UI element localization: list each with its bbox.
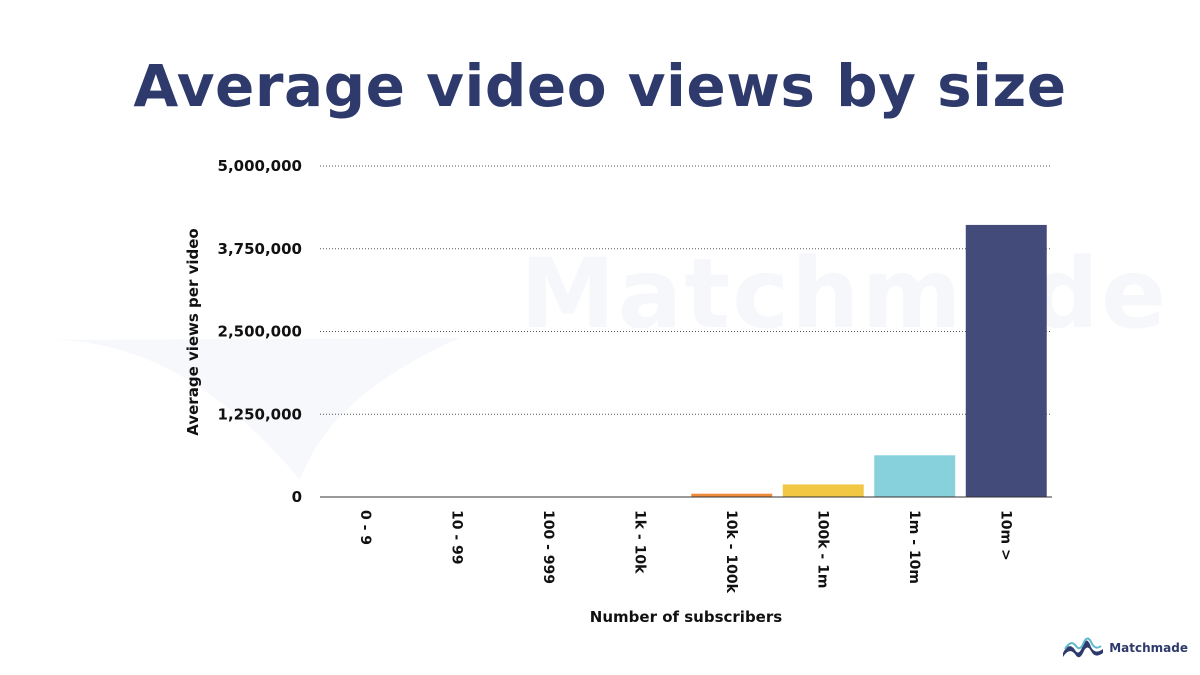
- y-tick-label: 1,250,000: [218, 405, 302, 423]
- chart-title: Average video views by size: [133, 52, 1067, 120]
- brand-logo: Matchmade: [1063, 635, 1188, 661]
- bar-7: [874, 455, 956, 497]
- matchmade-logo-icon: [1063, 637, 1104, 658]
- x-tick-label: 1m - 10m: [906, 510, 922, 584]
- bar-6: [782, 484, 864, 497]
- x-tick-label: 0 - 9: [357, 510, 373, 545]
- y-axis-label: Average views per video: [184, 228, 202, 435]
- bar-5: [691, 493, 773, 497]
- y-tick-label: 5,000,000: [218, 157, 302, 175]
- bar-8: [965, 224, 1047, 497]
- y-tick-label: 3,750,000: [218, 240, 302, 258]
- x-tick-label: 100 - 999: [540, 510, 556, 584]
- x-tick-label: 10m >: [997, 510, 1013, 561]
- y-tick-label: 2,500,000: [218, 323, 302, 341]
- x-tick-label: 1k - 10k: [631, 510, 647, 574]
- y-tick-label: 0: [292, 488, 302, 506]
- x-tick-label: 100k - 1m: [814, 510, 830, 588]
- brand-name: Matchmade: [1109, 641, 1188, 655]
- watermark-shape: [40, 338, 460, 480]
- watermark-text: Matchmade: [520, 238, 1169, 350]
- x-tick-label: 10k - 100k: [723, 510, 739, 594]
- x-axis-label: Number of subscribers: [590, 608, 782, 626]
- x-tick-label: 10 - 99: [448, 510, 464, 565]
